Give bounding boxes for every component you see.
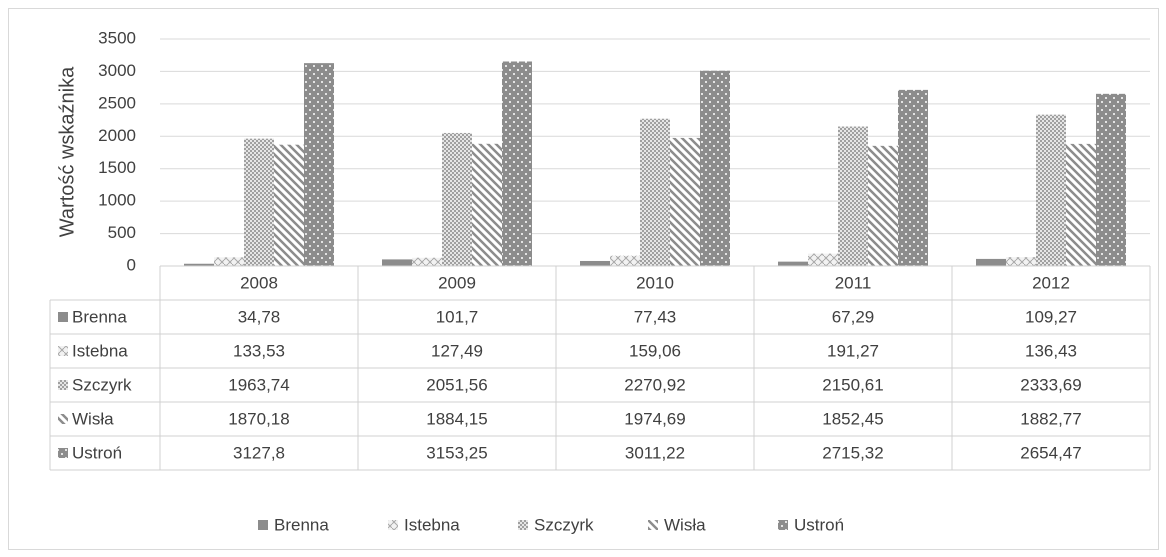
bar: [610, 255, 640, 266]
x-tick-label: 2011: [835, 273, 872, 292]
legend-swatch: [58, 448, 68, 458]
bar: [244, 138, 274, 266]
legend-swatch: [258, 520, 268, 530]
legend-label: Wisła: [664, 515, 706, 534]
y-tick-label: 2500: [98, 93, 136, 112]
table-row-label: Brenna: [72, 307, 127, 326]
legend-label: Istebna: [404, 515, 460, 534]
legend-swatch: [388, 520, 398, 530]
bar: [382, 259, 412, 266]
bar: [700, 70, 730, 267]
bar: [1096, 93, 1126, 267]
table-cell: 1852,45: [822, 409, 883, 428]
chart-border: [8, 8, 1159, 550]
bar: [502, 61, 532, 267]
table-row-label: Istebna: [72, 341, 128, 360]
table-cell: 101,7: [436, 307, 479, 326]
bar: [580, 260, 610, 266]
bar: [304, 63, 334, 266]
legend-swatch: [58, 380, 68, 390]
table-cell: 2150,61: [822, 375, 883, 394]
legend-swatch: [648, 520, 658, 530]
bar: [670, 137, 700, 266]
table-cell: 1882,77: [1020, 409, 1081, 428]
y-tick-label: 1000: [98, 191, 136, 210]
table-cell: 109,27: [1025, 307, 1077, 326]
bar: [214, 257, 244, 266]
legend-swatch: [58, 346, 68, 356]
x-tick-label: 2010: [636, 273, 674, 292]
bar: [1006, 257, 1036, 266]
table-cell: 1974,69: [624, 409, 685, 428]
bar: [868, 145, 898, 266]
bar: [640, 118, 670, 266]
bar: [274, 144, 304, 266]
table-cell: 1963,74: [228, 375, 289, 394]
x-tick-label: 2012: [1032, 273, 1070, 292]
bar: [838, 126, 868, 266]
legend-swatch: [778, 520, 788, 530]
table-cell: 1884,15: [426, 409, 487, 428]
y-tick-label: 500: [108, 223, 136, 242]
table-cell: 191,27: [827, 341, 879, 360]
legend-swatch: [58, 312, 68, 322]
bar: [1066, 143, 1096, 266]
table-cell: 3011,22: [625, 443, 685, 462]
table-row-label: Ustroń: [72, 443, 122, 462]
bar: [808, 253, 838, 266]
legend-swatch: [58, 414, 68, 424]
table-cell: 77,43: [634, 307, 677, 326]
x-tick-label: 2009: [438, 273, 476, 292]
y-tick-label: 0: [127, 255, 136, 274]
table-cell: 2333,69: [1020, 375, 1081, 394]
table-cell: 3127,8: [233, 443, 285, 462]
table-cell: 1870,18: [228, 409, 289, 428]
table-row-label: Wisła: [72, 409, 114, 428]
legend-label: Ustroń: [794, 515, 844, 534]
bar: [898, 89, 928, 266]
table-cell: 127,49: [431, 341, 483, 360]
table-cell: 159,06: [629, 341, 681, 360]
table-cell: 3153,25: [426, 443, 487, 462]
table-cell: 34,78: [238, 307, 281, 326]
table-cell: 2654,47: [1020, 443, 1081, 462]
y-axis-label: Wartość wskaźnika: [56, 66, 78, 237]
bar: [442, 132, 472, 266]
y-tick-label: 3000: [98, 61, 136, 80]
table-cell: 2051,56: [426, 375, 487, 394]
y-tick-label: 3500: [98, 28, 136, 47]
legend-swatch: [518, 520, 528, 530]
x-tick-label: 2008: [240, 273, 278, 292]
bar: [412, 257, 442, 266]
bar: [778, 261, 808, 266]
legend-label: Brenna: [274, 515, 329, 534]
bar: [472, 143, 502, 266]
y-tick-label: 2000: [98, 126, 136, 145]
table-cell: 133,53: [233, 341, 285, 360]
y-tick-label: 1500: [98, 158, 136, 177]
table-row-label: Szczyrk: [72, 375, 132, 394]
legend-label: Szczyrk: [534, 515, 594, 534]
bar: [184, 263, 214, 266]
bar: [1036, 114, 1066, 267]
bar: [976, 258, 1006, 266]
table-cell: 136,43: [1025, 341, 1077, 360]
table-cell: 2270,92: [624, 375, 685, 394]
table-cell: 67,29: [832, 307, 875, 326]
table-cell: 2715,32: [822, 443, 883, 462]
